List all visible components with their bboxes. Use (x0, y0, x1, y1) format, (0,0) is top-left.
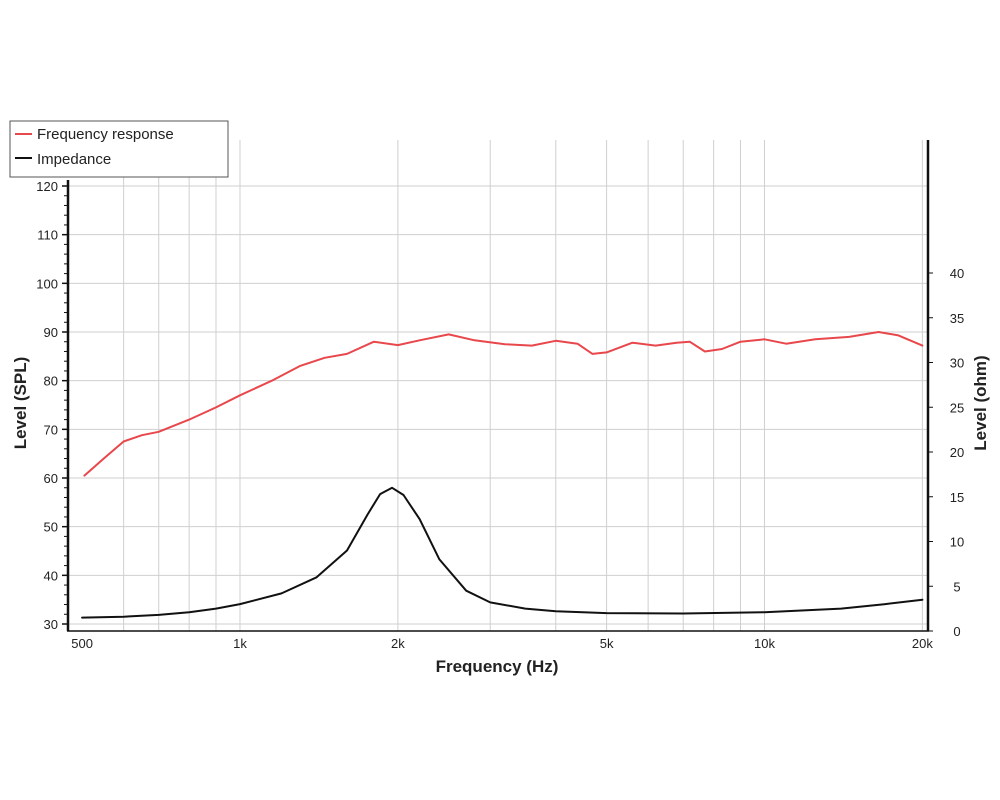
right-y-tick-label: 10 (950, 535, 964, 550)
x-tick-label: 20k (912, 636, 933, 651)
left-y-tick-label: 30 (44, 617, 58, 632)
left-y-tick-label: 110 (37, 228, 58, 243)
left-y-tick-label: 100 (36, 276, 58, 291)
x-axis-title: Frequency (Hz) (436, 657, 559, 676)
left-y-tick-label: 70 (44, 422, 58, 437)
tick-labels: 30 40 50 60 70 80 90 100 110 120 0 5 10 15 20 25 30 35 40 5… (36, 179, 964, 651)
right-y-axis-title: Level (ohm) (971, 355, 990, 450)
legend-box (9, 120, 229, 178)
x-tick-label: 2k (391, 636, 405, 651)
left-y-axis-title: Level (SPL) (11, 357, 30, 450)
right-y-tick-label: 40 (950, 266, 964, 281)
legend-label-impedance: Impedance (37, 151, 111, 168)
plot-area (68, 140, 928, 630)
left-y-tick-label: 120 (36, 179, 58, 194)
x-tick-label: 10k (754, 636, 775, 651)
series-line-frequency-response (83, 331, 924, 477)
right-y-tick-label: 0 (953, 624, 960, 639)
left-y-tick-label: 90 (44, 325, 58, 340)
left-y-tick-label: 50 (44, 520, 58, 535)
right-y-tick-label: 20 (950, 445, 964, 460)
x-tick-label: 500 (71, 636, 93, 651)
right-y-tick-label: 5 (953, 579, 960, 594)
grid (68, 140, 928, 631)
right-y-tick-label: 35 (950, 311, 964, 326)
left-y-tick-label: 80 (44, 374, 58, 389)
x-tick-label: 1k (233, 636, 247, 651)
x-tick-label: 5k (600, 636, 614, 651)
left-y-tick-label: 60 (44, 471, 58, 486)
right-y-tick-label: 15 (950, 490, 964, 505)
axes (62, 140, 933, 632)
legend-label-frequency-response: Frequency response (37, 126, 174, 143)
right-y-tick-label: 30 (950, 356, 964, 371)
left-y-tick-label: 40 (44, 568, 58, 583)
series-line-impedance (81, 486, 924, 619)
legend: Frequency response Impedance (9, 120, 229, 178)
series-layer (81, 331, 924, 619)
right-y-tick-label: 25 (950, 400, 964, 415)
